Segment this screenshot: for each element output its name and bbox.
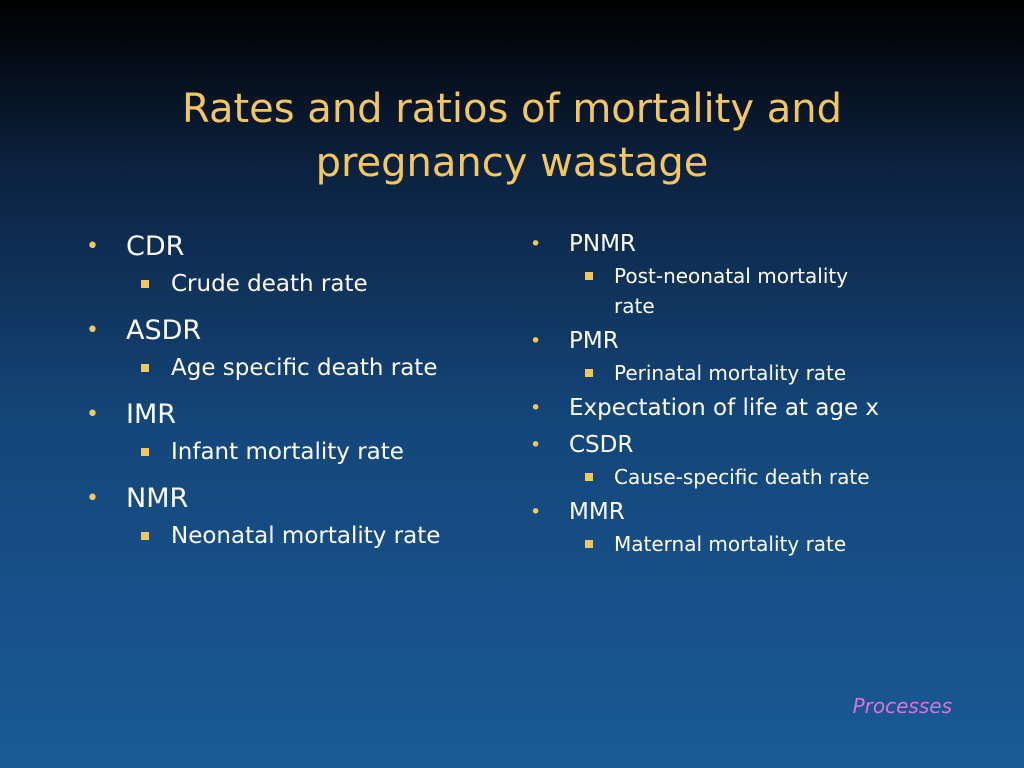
bullet-term: PMR (569, 328, 619, 354)
left-bullet-list: • CDR Crude death rate • ASDR Age specif… (86, 227, 506, 553)
round-bullet-icon: • (530, 501, 542, 523)
sub-bullet-text: Age specific death rate (171, 355, 438, 381)
sub-bullet-text: Neonatal mortality rate (171, 523, 441, 549)
bullet-term: ASDR (126, 315, 202, 346)
square-bullet-icon (585, 369, 593, 377)
sub-bullet-item: Neonatal mortality rate (86, 519, 506, 553)
bullet-term: IMR (126, 399, 177, 430)
sub-bullet-text: Crude death rate (171, 271, 368, 297)
bullet-term: MMR (569, 499, 625, 525)
sub-bullet-item: Age specific death rate (86, 351, 506, 385)
square-bullet-icon (585, 473, 593, 481)
bullet-item-pnmr: • PNMR (530, 228, 960, 261)
bullet-item-csdr: • CSDR (530, 429, 960, 462)
bullet-item-cdr: • CDR (86, 227, 506, 267)
footer-link-processes[interactable]: Processes (852, 694, 952, 718)
square-bullet-icon (141, 280, 149, 288)
round-bullet-icon: • (86, 318, 99, 343)
bullet-item-nmr: • NMR (86, 479, 506, 519)
bullet-item-imr: • IMR (86, 395, 506, 435)
round-bullet-icon: • (86, 234, 99, 259)
bullet-item-mmr: • MMR (530, 496, 960, 529)
bullet-term: NMR (126, 483, 189, 514)
slide-title: Rates and ratios of mortality and pregna… (100, 82, 924, 190)
bullet-term: PNMR (569, 231, 636, 257)
square-bullet-icon (141, 364, 149, 372)
sub-bullet-item: Crude death rate (86, 267, 506, 301)
sub-bullet-item: Post-neonatal mortality rate (530, 261, 960, 321)
bullet-item-pmr: • PMR (530, 325, 960, 358)
bullet-item-expectation: • Expectation of life at age x (530, 392, 960, 425)
sub-bullet-text: Maternal mortality rate (614, 532, 847, 556)
sub-bullet-item: Maternal mortality rate (530, 529, 960, 559)
bullet-term: CDR (126, 231, 185, 262)
sub-bullet-text: Infant mortality rate (171, 439, 404, 465)
sub-bullet-text-line-1: Post-neonatal mortality (614, 264, 849, 288)
square-bullet-icon (585, 540, 593, 548)
round-bullet-icon: • (530, 434, 542, 456)
square-bullet-icon (141, 448, 149, 456)
bullet-term: CSDR (569, 432, 634, 458)
round-bullet-icon: • (530, 330, 542, 352)
round-bullet-icon: • (86, 402, 99, 427)
sub-bullet-text: Perinatal mortality rate (614, 361, 847, 385)
sub-bullet-item: Infant mortality rate (86, 435, 506, 469)
round-bullet-icon: • (86, 486, 99, 511)
round-bullet-icon: • (530, 397, 542, 419)
sub-bullet-item: Cause-specific death rate (530, 462, 960, 492)
round-bullet-icon: • (530, 233, 542, 255)
sub-bullet-text-line-2: rate (614, 294, 655, 318)
right-bullet-list: • PNMR Post-neonatal mortality rate • PM… (530, 228, 960, 559)
square-bullet-icon (141, 532, 149, 540)
sub-bullet-item: Perinatal mortality rate (530, 358, 960, 388)
bullet-term: Expectation of life at age x (569, 395, 880, 421)
sub-bullet-text: Cause-specific death rate (614, 465, 870, 489)
square-bullet-icon (585, 272, 593, 280)
title-line-1: Rates and ratios of mortality and (182, 86, 842, 132)
title-line-2: pregnancy wastage (315, 140, 709, 186)
bullet-item-asdr: • ASDR (86, 311, 506, 351)
